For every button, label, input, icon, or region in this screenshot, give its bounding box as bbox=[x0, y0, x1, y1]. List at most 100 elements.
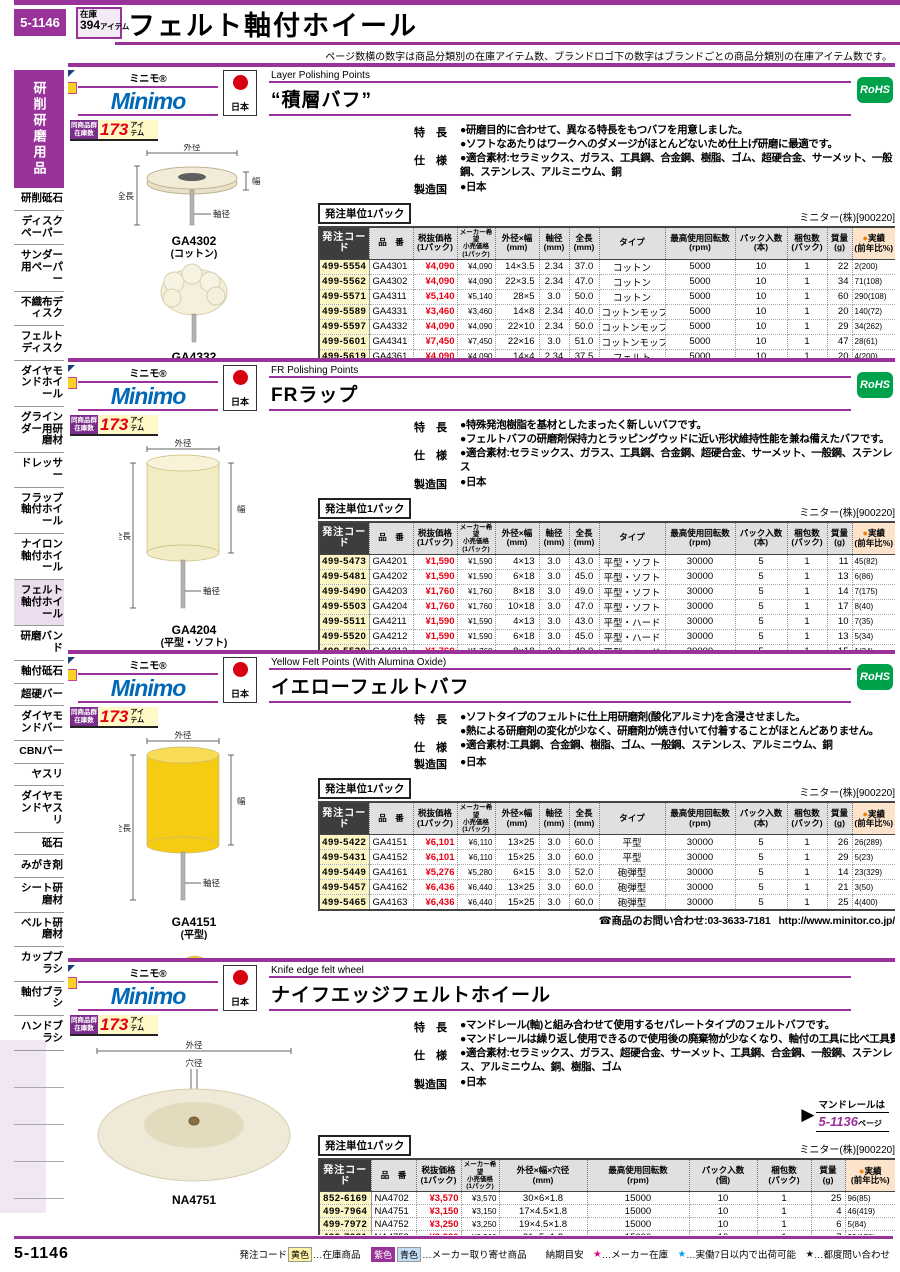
order-code-cell[interactable]: 499-5473 bbox=[319, 554, 370, 570]
sidebar-item[interactable]: ダイヤモンドヤスリ bbox=[14, 786, 64, 833]
order-code-cell[interactable]: 499-5589 bbox=[319, 304, 370, 320]
order-code-cell[interactable]: 499-5490 bbox=[319, 584, 370, 600]
column-header: 発注コード bbox=[319, 521, 370, 555]
order-code-cell[interactable]: 499-5503 bbox=[319, 599, 370, 615]
table-cell: 21 bbox=[827, 879, 853, 896]
sidebar-item[interactable]: 研削砥石 bbox=[14, 188, 64, 211]
title-divider bbox=[269, 1009, 851, 1011]
order-code-cell[interactable]: 499-5457 bbox=[319, 879, 370, 896]
sidebar-item[interactable]: フェルトディスク bbox=[14, 326, 64, 361]
order-code-cell[interactable]: 499-5449 bbox=[319, 864, 370, 881]
sidebar-item[interactable]: サンダー用ペーパー bbox=[14, 245, 64, 292]
table-meta-row: 発注単位1パック ミニター(株)[900220] bbox=[318, 497, 895, 519]
order-code-cell[interactable]: 499-7964 bbox=[319, 1204, 372, 1219]
table-cell: 25 bbox=[827, 894, 853, 911]
table-cell: 砲弾型 bbox=[599, 879, 666, 896]
svg-text:全長: 全長 bbox=[119, 191, 134, 201]
sidebar-item[interactable]: フラップ軸付ホイール bbox=[14, 488, 64, 534]
stock-count-badge: 在庫 394アイテム bbox=[76, 7, 129, 39]
reference-page-number[interactable]: 5-1136 bbox=[818, 1113, 858, 1129]
order-code-cell[interactable]: 852-6169 bbox=[319, 1191, 372, 1206]
column-header: 税抜価格 (1パック) bbox=[416, 1159, 462, 1193]
table-cell: 96(85) bbox=[845, 1191, 895, 1206]
sidebar-item[interactable]: みがき剤 bbox=[14, 855, 64, 878]
order-code-cell[interactable]: 499-5571 bbox=[319, 289, 370, 305]
table-cell: 2.34 bbox=[539, 304, 570, 320]
table-cell: NA4752 bbox=[371, 1217, 417, 1232]
order-code-cell[interactable]: 499-5597 bbox=[319, 319, 370, 335]
table-cell: 30000 bbox=[665, 894, 736, 911]
order-code-cell[interactable]: 499-5601 bbox=[319, 334, 370, 350]
sidebar-item[interactable]: シート研磨材 bbox=[14, 878, 64, 913]
sidebar-item[interactable]: 軸付ブラシ bbox=[14, 982, 64, 1016]
brand-logo: Minimo bbox=[110, 383, 187, 409]
order-code-cell[interactable]: 499-5511 bbox=[319, 614, 370, 630]
legend-star-icon: ★ bbox=[593, 1248, 602, 1260]
table-cell: ¥1,590 bbox=[457, 629, 496, 645]
product-section: ミニモ® Minimo 日本 Layer Polishing Points “積層バフ”… bbox=[68, 63, 895, 358]
sidebar-item[interactable]: 研磨バンド bbox=[14, 626, 64, 661]
svg-text:外径: 外径 bbox=[174, 731, 192, 740]
product-table: 発注コード品 番税抜価格 (1パック) メーカー希望 小売価格 (1パック) 外径×… bbox=[318, 520, 895, 650]
sidebar-item[interactable]: ヤスリ bbox=[14, 764, 64, 787]
website-link[interactable]: http://www.minitor.co.jp/ bbox=[778, 915, 895, 928]
sidebar-item[interactable]: グラインダー用研磨材 bbox=[14, 407, 64, 453]
sidebar-item[interactable]: ドレッサー bbox=[14, 453, 64, 488]
sidebar-item[interactable]: ベルト研磨材 bbox=[14, 913, 64, 947]
order-code-cell[interactable]: 499-5562 bbox=[319, 274, 370, 290]
sidebar-item[interactable]: 軸付砥石 bbox=[14, 661, 64, 684]
table-cell: コットンモップ bbox=[599, 334, 666, 350]
sidebar-item[interactable]: ダイヤモンドホイール bbox=[14, 361, 64, 407]
table-cell: ¥3,250 bbox=[416, 1217, 462, 1232]
table-cell: 1 bbox=[787, 319, 828, 335]
brand-stock-badge: 同商品群 在庫数 173 アイテム bbox=[70, 707, 158, 729]
table-meta-row: 発注単位1パック ミニター(株)[900220] bbox=[318, 1135, 895, 1157]
rohs-badge: RoHS bbox=[857, 664, 893, 690]
order-code-cell[interactable]: 499-5422 bbox=[319, 834, 370, 851]
product-figure: 外径 穴径 NA4751 bbox=[79, 1039, 309, 1208]
order-code-cell[interactable]: 499-5554 bbox=[319, 259, 370, 275]
flag-label: 日本 bbox=[230, 102, 249, 112]
table-cell: ¥1,590 bbox=[413, 629, 458, 645]
order-code-cell[interactable]: 499-5431 bbox=[319, 849, 370, 866]
column-header: 発注コード bbox=[319, 802, 370, 836]
table-cell: 34 bbox=[827, 274, 853, 290]
sidebar-item[interactable]: 不織布ディスク bbox=[14, 292, 64, 326]
title-divider bbox=[269, 701, 851, 703]
order-code-cell[interactable]: 499-5520 bbox=[319, 629, 370, 645]
column-header: 外径×幅 (mm) bbox=[495, 226, 540, 260]
sidebar-item[interactable]: ハンドブラシ bbox=[14, 1016, 64, 1051]
sidebar-item[interactable]: 超硬バー bbox=[14, 684, 64, 707]
detail-column: 特 長 ●研磨目的に合わせて、異なる特長をもつバフを用意しました。 ●ソフトなあたり… bbox=[318, 119, 895, 358]
sidebar-item[interactable]: CBNバー bbox=[14, 741, 64, 764]
order-code-cell[interactable]: 499-5619 bbox=[319, 349, 370, 358]
order-code-cell[interactable]: 499-7972 bbox=[319, 1217, 372, 1232]
sidebar-item[interactable]: 砥石 bbox=[14, 833, 64, 856]
table-cell: 14×8 bbox=[495, 304, 540, 320]
sidebar-item[interactable]: ナイロン軸付ホイール bbox=[14, 534, 64, 580]
table-body: 499-5554 GA4301 ¥4,090 ¥4,090 14×3.5 2.34 37.0… bbox=[319, 259, 895, 358]
mandrel-page-reference[interactable]: ▶ マンドレールは 5-1136ページ bbox=[801, 1097, 889, 1133]
order-code-cell[interactable]: 499-5538 bbox=[319, 644, 370, 650]
table-cell: 8(40) bbox=[852, 599, 895, 615]
table-cell: 71(108) bbox=[852, 274, 895, 290]
section-subtitle-en: Knife edge felt wheel bbox=[271, 965, 364, 976]
legend-chip-blue: 青色 bbox=[397, 1246, 422, 1262]
performance-dot-icon: ● bbox=[862, 528, 868, 539]
sidebar-item[interactable]: ディスクペーパー bbox=[14, 211, 64, 246]
sidebar-item[interactable]: カップブラシ bbox=[14, 947, 64, 982]
sidebar-item-active[interactable]: フェルト軸付ホイール bbox=[14, 580, 64, 627]
table-cell: 3.0 bbox=[539, 569, 570, 585]
sidebar-item[interactable]: ダイヤモンドバー bbox=[14, 706, 64, 741]
table-cell: 砲弾型 bbox=[599, 864, 666, 881]
order-code-cell[interactable]: 499-5465 bbox=[319, 894, 370, 911]
title-divider bbox=[115, 42, 900, 45]
table-cell: 17×4.5×1.8 bbox=[499, 1204, 588, 1219]
table-cell: 26 bbox=[827, 834, 853, 851]
order-code-cell[interactable]: 499-5481 bbox=[319, 569, 370, 585]
spec-row: 仕 様 ●適合素材:セラミックス、ガラス、工具鋼、合金鋼、超硬合金、サーメット、一… bbox=[414, 447, 895, 474]
order-code-cell[interactable]: 499-7981 bbox=[319, 1230, 372, 1235]
feature-label: 特 長 bbox=[414, 127, 447, 140]
section-title: ナイフエッジフェルトホイール bbox=[271, 985, 552, 1006]
